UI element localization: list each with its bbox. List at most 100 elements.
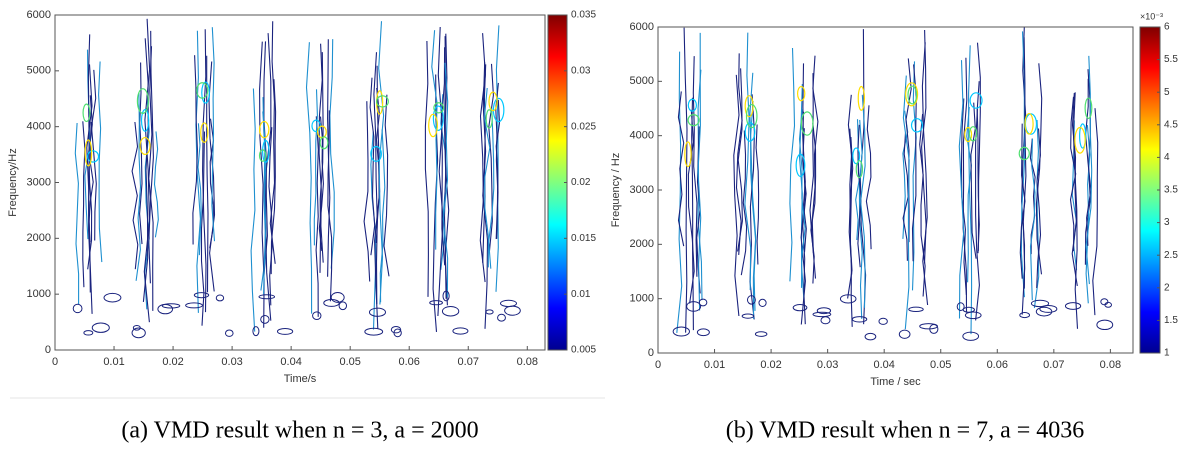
contour-decoration [956, 302, 965, 311]
colorbar-tick-label: 1.5 [1164, 315, 1178, 326]
contour-decoration [202, 29, 207, 313]
contour-decoration [749, 72, 757, 319]
x-tick-label: 0.07 [1043, 359, 1064, 371]
contour-decoration [441, 305, 460, 317]
x-tick-label: 0.07 [458, 356, 479, 368]
contour-decoration [441, 47, 446, 266]
contour-decoration [737, 68, 743, 252]
contour-decoration [1018, 146, 1030, 161]
x-tick-label: 0.01 [704, 359, 725, 371]
contour-decoration [908, 306, 924, 312]
contour-decoration [1092, 108, 1099, 316]
contour-decoration [1071, 92, 1078, 286]
colorbar-tick-label: 2.5 [1164, 250, 1178, 261]
contour-decoration [90, 69, 97, 241]
y-tick-label: 6000 [630, 21, 654, 33]
colorbar-tick-label: 0.03 [571, 65, 591, 76]
contour-decoration [224, 329, 234, 337]
contour-decoration [798, 109, 806, 288]
contour-decoration [975, 108, 980, 321]
contour-decoration [1064, 302, 1082, 310]
contour-decoration [269, 21, 276, 264]
contour-decoration [1019, 312, 1031, 319]
contour-decoration [268, 127, 273, 306]
contour-decoration [964, 126, 973, 143]
contour-decoration [1035, 306, 1053, 317]
contour-decoration [161, 303, 181, 309]
y-tick-label: 5000 [630, 75, 654, 87]
contour-decoration [131, 121, 139, 270]
y-tick-label: 1000 [630, 293, 654, 305]
contour-decoration [865, 105, 872, 250]
contour-decoration [442, 290, 450, 302]
contour-decoration [338, 301, 348, 311]
contour-decoration [368, 307, 386, 317]
contour-decoration [200, 122, 209, 143]
contour-decoration [260, 314, 270, 324]
contour-decoration [1096, 319, 1114, 331]
contour-decoration [258, 294, 276, 300]
x-tick-label: 0.02 [760, 359, 781, 371]
contour-decoration [330, 292, 345, 303]
contour-decoration [809, 73, 817, 279]
contour-decoration [378, 21, 385, 305]
contour-decoration [795, 153, 806, 178]
contour-decoration [87, 34, 91, 293]
colorbar-tick-label: 0.01 [571, 289, 591, 300]
contour-decoration [319, 52, 324, 273]
contour-decoration [215, 294, 225, 302]
caption: (a) VMD result when n = 3, a = 2000 [121, 418, 478, 444]
contour-decoration [442, 62, 449, 298]
x-tick-label: 0.08 [517, 356, 538, 368]
contour-decoration [744, 95, 754, 118]
contour-decoration [698, 298, 708, 307]
colorbar-tick-label: 0.005 [571, 345, 596, 356]
x-tick-label: 0 [52, 356, 58, 368]
contour-decoration [1033, 119, 1040, 309]
y-tick-label: 1000 [27, 288, 51, 300]
contour-decoration [672, 326, 690, 337]
contour-decoration [153, 131, 159, 238]
contour-decoration [740, 130, 748, 276]
colorbar-tick-label: 0.025 [571, 121, 596, 132]
contour-decoration [488, 63, 494, 253]
contour-decoration [200, 131, 206, 326]
contour-decoration [319, 136, 329, 150]
y-tick-label: 2000 [630, 238, 654, 250]
contour-decoration [758, 298, 767, 308]
contour-decoration [197, 123, 202, 256]
contour-decoration [684, 141, 692, 168]
colorbar-tick-label: 6 [1164, 22, 1170, 33]
contour-decoration [735, 53, 743, 255]
contour-decoration [744, 32, 752, 291]
contour-decoration [1024, 112, 1034, 135]
contour-decoration [370, 145, 383, 162]
contour-decoration [313, 89, 318, 246]
y-tick-label: 4000 [27, 121, 51, 133]
contour-decoration [800, 63, 806, 325]
contour-decoration [905, 58, 912, 243]
contour-decoration [452, 327, 469, 335]
contour-decoration [676, 51, 683, 333]
contour-decoration [252, 326, 260, 337]
contour-decoration [431, 30, 438, 250]
contour-decoration [852, 147, 861, 165]
contour-decoration [492, 97, 505, 123]
contour-decoration [696, 328, 710, 337]
contour-decoration [208, 61, 216, 292]
contour-decoration [318, 116, 324, 251]
contour-decoration [792, 303, 808, 312]
contour-decoration [691, 97, 694, 331]
contour-decoration [432, 105, 444, 131]
colorbar-tick-label: 5.5 [1164, 54, 1178, 65]
colorbar-tick-label: 3 [1164, 217, 1170, 228]
y-tick-label: 5000 [27, 65, 51, 77]
contour-decoration [1085, 55, 1093, 285]
contour-decoration [82, 103, 91, 123]
contour-decoration [733, 74, 740, 317]
colorbar-tick-label: 4 [1164, 152, 1170, 163]
x-tick-label: 0.01 [103, 356, 124, 368]
contour-decoration [687, 98, 698, 112]
contour-decoration [1035, 63, 1043, 275]
contour-decoration [1085, 78, 1092, 246]
